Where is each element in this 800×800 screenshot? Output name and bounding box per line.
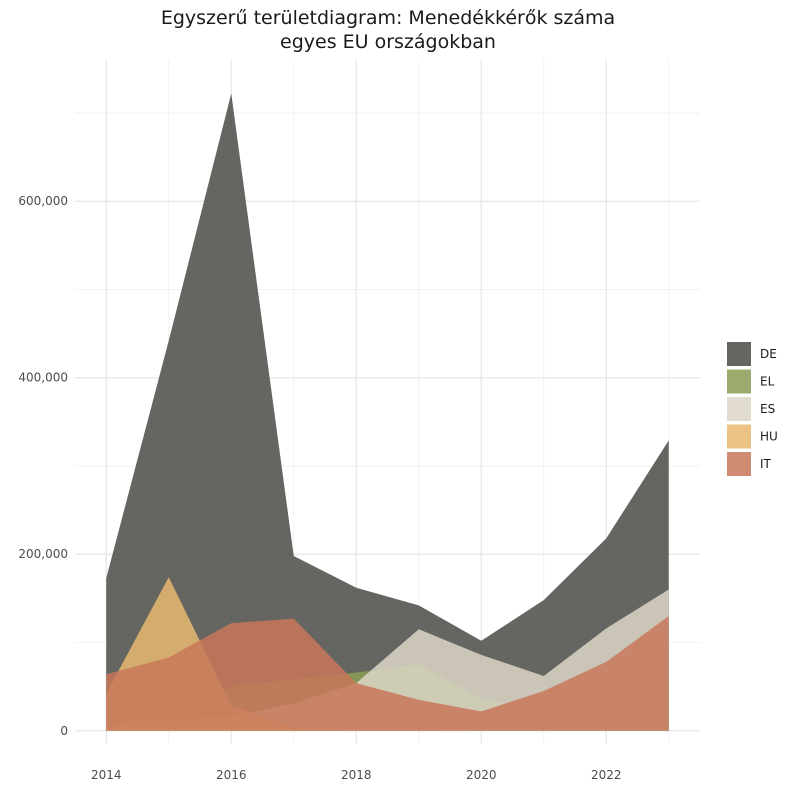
legend-item-hu: HU [727,424,778,449]
legend-label: ES [760,402,775,416]
legend-label: IT [760,457,772,471]
x-tick-label: 2016 [216,768,247,782]
y-axis: 0 200,000 400,000 600,000 [18,194,68,738]
legend-swatch [727,452,751,476]
legend-label: HU [760,430,778,444]
legend-swatch [727,342,751,366]
chart-title-line-1: Egyszerű területdiagram: Menedékkérők sz… [161,7,615,29]
area-it [106,616,669,731]
x-tick-label: 2018 [341,768,372,782]
legend-label: EL [760,375,775,389]
legend-item-el: EL [727,369,775,394]
area-de [106,93,669,731]
legend-label: DE [760,347,777,361]
legend: DE EL ES HU IT [727,342,778,476]
legend-swatch [727,369,751,394]
legend-item-it: IT [727,452,772,476]
x-tick-label: 2014 [91,768,122,782]
chart-title-line-2: egyes EU országokban [280,31,496,53]
legend-swatch [727,424,751,449]
y-tick-label: 0 [60,724,68,738]
x-tick-label: 2020 [466,768,497,782]
area-es [106,589,669,731]
y-tick-label: 200,000 [18,547,68,561]
legend-item-es: ES [727,397,775,421]
x-axis: 2014 2016 2018 2020 2022 [91,768,622,782]
plot-areas [106,93,669,731]
legend-item-de: DE [727,342,777,366]
y-tick-label: 600,000 [18,194,68,208]
legend-swatch [727,397,751,421]
chart-title: Egyszerű területdiagram: Menedékkérők sz… [161,7,615,53]
x-tick-label: 2022 [591,768,622,782]
y-tick-label: 400,000 [18,371,68,385]
